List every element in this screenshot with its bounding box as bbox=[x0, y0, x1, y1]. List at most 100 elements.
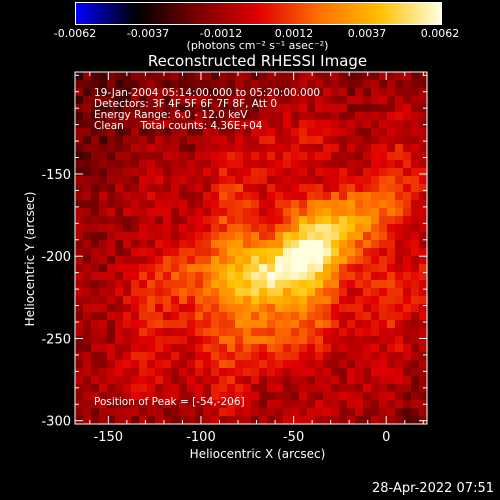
heatmap-pixel bbox=[339, 232, 348, 241]
heatmap-pixel bbox=[363, 408, 372, 417]
heatmap-pixel bbox=[251, 200, 260, 209]
heatmap-pixel bbox=[211, 360, 220, 369]
heatmap-pixel bbox=[99, 272, 108, 281]
heatmap-pixel bbox=[203, 352, 212, 361]
heatmap-pixel bbox=[315, 280, 324, 289]
heatmap-pixel bbox=[195, 208, 204, 217]
heatmap-pixel bbox=[203, 168, 212, 177]
heatmap-pixel bbox=[283, 224, 292, 233]
heatmap-pixel bbox=[403, 248, 412, 257]
heatmap-pixel bbox=[251, 360, 260, 369]
heatmap-pixel bbox=[91, 120, 100, 129]
heatmap-pixel bbox=[283, 72, 292, 81]
heatmap-pixel bbox=[91, 328, 100, 337]
heatmap-pixel bbox=[187, 400, 196, 409]
heatmap-pixel bbox=[251, 392, 260, 401]
heatmap-pixel bbox=[227, 184, 236, 193]
heatmap-pixel bbox=[107, 88, 116, 97]
heatmap-pixel bbox=[203, 344, 212, 353]
heatmap-pixel bbox=[291, 312, 300, 321]
heatmap-pixel bbox=[91, 264, 100, 273]
heatmap-pixel bbox=[195, 248, 204, 257]
heatmap-pixel bbox=[387, 72, 396, 81]
heatmap-pixel bbox=[211, 200, 220, 209]
heatmap-pixel bbox=[115, 72, 124, 81]
heatmap-pixel bbox=[419, 208, 428, 217]
heatmap-pixel bbox=[363, 344, 372, 353]
heatmap-pixel bbox=[91, 240, 100, 249]
heatmap-pixel bbox=[195, 120, 204, 129]
heatmap-pixel bbox=[187, 216, 196, 225]
heatmap-pixel bbox=[75, 408, 84, 417]
heatmap-pixel bbox=[123, 280, 132, 289]
heatmap-pixel bbox=[363, 120, 372, 129]
heatmap-pixel bbox=[355, 264, 364, 273]
heatmap-pixel bbox=[267, 120, 276, 129]
heatmap-pixel bbox=[379, 240, 388, 249]
heatmap-pixel bbox=[339, 224, 348, 233]
heatmap-pixel bbox=[419, 88, 428, 97]
heatmap-pixel bbox=[259, 384, 268, 393]
heatmap-pixel bbox=[387, 256, 396, 265]
heatmap-pixel bbox=[139, 256, 148, 265]
heatmap-pixel bbox=[347, 168, 356, 177]
heatmap-pixel bbox=[195, 288, 204, 297]
heatmap-pixel bbox=[283, 192, 292, 201]
heatmap-pixel bbox=[115, 384, 124, 393]
heatmap-pixel bbox=[267, 304, 276, 313]
heatmap-pixel bbox=[243, 112, 252, 121]
heatmap-pixel bbox=[107, 256, 116, 265]
heatmap-pixel bbox=[131, 344, 140, 353]
heatmap-pixel bbox=[107, 72, 116, 81]
heatmap-pixel bbox=[259, 304, 268, 313]
heatmap-pixel bbox=[75, 360, 84, 369]
heatmap-pixel bbox=[275, 232, 284, 241]
heatmap-pixel bbox=[299, 72, 308, 81]
heatmap-pixel bbox=[323, 160, 332, 169]
heatmap-pixel bbox=[259, 168, 268, 177]
heatmap-pixel bbox=[163, 120, 172, 129]
heatmap-pixel bbox=[299, 256, 308, 265]
heatmap-pixel bbox=[267, 72, 276, 81]
heatmap-pixel bbox=[387, 232, 396, 241]
heatmap-pixel bbox=[219, 136, 228, 145]
heatmap-pixel bbox=[251, 240, 260, 249]
heatmap-pixel bbox=[131, 184, 140, 193]
heatmap-pixel bbox=[307, 72, 316, 81]
heatmap-pixel bbox=[147, 280, 156, 289]
heatmap-pixel bbox=[331, 336, 340, 345]
heatmap-pixel bbox=[347, 232, 356, 241]
heatmap-pixel bbox=[235, 264, 244, 273]
heatmap-pixel bbox=[379, 216, 388, 225]
heatmap-pixel bbox=[371, 136, 380, 145]
heatmap-pixel bbox=[107, 376, 116, 385]
heatmap-pixel bbox=[243, 256, 252, 265]
heatmap-pixel bbox=[267, 224, 276, 233]
heatmap-pixel bbox=[195, 344, 204, 353]
heatmap-pixel bbox=[355, 112, 364, 121]
heatmap-pixel bbox=[131, 160, 140, 169]
heatmap-pixel bbox=[187, 368, 196, 377]
heatmap-pixel bbox=[355, 160, 364, 169]
heatmap-pixel bbox=[395, 288, 404, 297]
heatmap-pixel bbox=[187, 296, 196, 305]
heatmap-pixel bbox=[315, 120, 324, 129]
heatmap-pixel bbox=[163, 256, 172, 265]
heatmap-pixel bbox=[211, 336, 220, 345]
heatmap-pixel bbox=[211, 288, 220, 297]
heatmap-pixel bbox=[291, 384, 300, 393]
heatmap-pixel bbox=[331, 304, 340, 313]
heatmap-pixel bbox=[75, 184, 84, 193]
heatmap-pixel bbox=[275, 96, 284, 105]
heatmap-pixel bbox=[275, 88, 284, 97]
heatmap-pixel bbox=[203, 80, 212, 89]
heatmap-pixel bbox=[227, 248, 236, 257]
heatmap-pixel bbox=[75, 224, 84, 233]
plot-frame bbox=[74, 71, 428, 425]
heatmap-pixel bbox=[147, 72, 156, 81]
heatmap-pixel bbox=[291, 336, 300, 345]
heatmap-pixel bbox=[283, 272, 292, 281]
heatmap-pixel bbox=[227, 240, 236, 249]
heatmap-pixel bbox=[267, 328, 276, 337]
heatmap-pixel bbox=[267, 144, 276, 153]
